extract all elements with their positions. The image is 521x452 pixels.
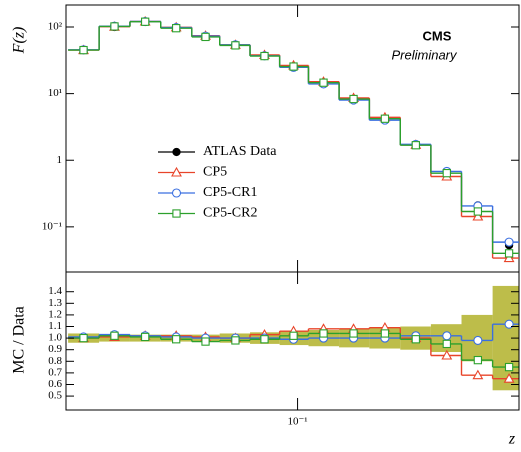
marker bbox=[504, 237, 514, 247]
marker bbox=[411, 141, 420, 150]
marker bbox=[172, 209, 181, 218]
marker bbox=[442, 331, 452, 341]
marker bbox=[172, 24, 181, 33]
y-tick-label: 10⁻¹ bbox=[42, 220, 62, 232]
y-tick-label: 0.7 bbox=[48, 366, 62, 378]
preliminary-label: Preliminary bbox=[391, 47, 458, 62]
legend-label: ATLAS Data bbox=[203, 144, 277, 159]
legend-label: CP5-CR2 bbox=[203, 206, 257, 221]
y-tick-label: 0.5 bbox=[48, 390, 62, 402]
marker bbox=[289, 62, 298, 71]
cms-label: CMS bbox=[423, 28, 452, 43]
marker bbox=[319, 78, 328, 87]
marker bbox=[349, 329, 358, 338]
plot-frame bbox=[65, 4, 520, 273]
y-tick-label: 0.8 bbox=[48, 355, 62, 367]
marker bbox=[380, 329, 390, 338]
legend-label: CP5-CR1 bbox=[203, 185, 257, 200]
marker bbox=[442, 168, 451, 178]
y-tick-label: 1.2 bbox=[48, 308, 62, 320]
marker bbox=[231, 41, 240, 50]
marker bbox=[171, 188, 182, 198]
marker bbox=[141, 17, 150, 26]
marker bbox=[504, 249, 514, 258]
y-tick-label: 1.0 bbox=[48, 332, 62, 344]
legend-label: CP5 bbox=[203, 165, 227, 180]
x-axis-label: z bbox=[508, 431, 516, 448]
marker bbox=[110, 22, 119, 31]
marker bbox=[442, 339, 451, 349]
marker bbox=[201, 32, 210, 42]
marker bbox=[171, 166, 182, 177]
marker bbox=[380, 114, 390, 123]
marker bbox=[411, 335, 420, 344]
plot-frame bbox=[65, 271, 520, 411]
y-tick-label: 0.9 bbox=[48, 343, 62, 355]
marker bbox=[141, 332, 150, 342]
y-tick-label: 10¹ bbox=[48, 87, 62, 99]
y-tick-label: 1 bbox=[57, 154, 63, 166]
marker bbox=[172, 335, 181, 344]
marker bbox=[79, 45, 88, 55]
marker bbox=[472, 369, 484, 380]
y-tick-label: 1.4 bbox=[48, 285, 62, 297]
marker bbox=[110, 331, 119, 340]
marker bbox=[503, 373, 515, 383]
marker bbox=[441, 349, 453, 360]
y-tick-label: 0.6 bbox=[48, 378, 62, 390]
marker bbox=[472, 210, 484, 221]
marker bbox=[260, 51, 269, 61]
marker bbox=[201, 337, 210, 346]
marker bbox=[349, 94, 358, 104]
marker bbox=[260, 335, 269, 344]
y-tick-label: 1.3 bbox=[48, 297, 62, 309]
marker bbox=[504, 362, 514, 372]
marker bbox=[319, 329, 328, 338]
y-tick-label: 10² bbox=[48, 21, 63, 33]
x-tick-label: 10⁻¹ bbox=[288, 416, 308, 428]
marker bbox=[473, 335, 483, 345]
data-point bbox=[172, 147, 181, 157]
y-tick-label: 1.1 bbox=[48, 320, 62, 332]
ratio-axis-label: MC / Data bbox=[11, 306, 28, 374]
marker bbox=[231, 336, 240, 345]
marker bbox=[79, 333, 88, 343]
marker bbox=[289, 331, 298, 340]
marker bbox=[473, 355, 483, 365]
y-axis-label: F(z) bbox=[11, 27, 28, 55]
marker bbox=[503, 252, 515, 263]
marker bbox=[473, 207, 483, 216]
